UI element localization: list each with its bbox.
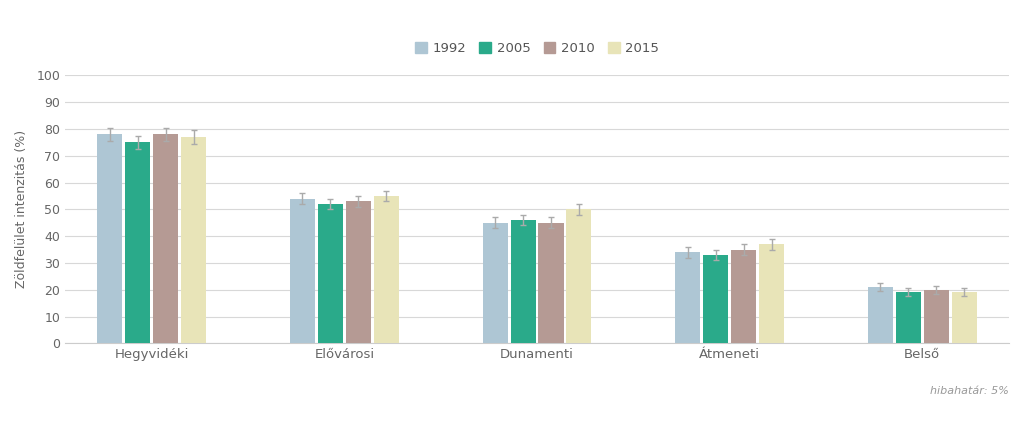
Bar [97, 134, 123, 344]
Bar [346, 201, 371, 344]
Bar [374, 196, 398, 344]
Bar [759, 244, 784, 344]
Bar [181, 137, 206, 344]
Bar [511, 220, 536, 344]
Bar [703, 255, 728, 344]
Text: hibahatár: 5%: hibahatár: 5% [930, 386, 1009, 396]
Bar [539, 223, 563, 344]
Bar [675, 252, 700, 344]
Bar [290, 199, 315, 344]
Bar [482, 223, 508, 344]
Bar [896, 292, 921, 344]
Bar [154, 134, 178, 344]
Bar [317, 204, 343, 344]
Bar [924, 290, 949, 344]
Bar [731, 249, 756, 344]
Bar [125, 142, 151, 344]
Bar [951, 292, 977, 344]
Bar [868, 287, 893, 344]
Bar [566, 209, 592, 344]
Legend: 1992, 2005, 2010, 2015: 1992, 2005, 2010, 2015 [416, 42, 658, 55]
Y-axis label: Zöldfelület intenzitás (%): Zöldfelület intenzitás (%) [15, 130, 28, 289]
